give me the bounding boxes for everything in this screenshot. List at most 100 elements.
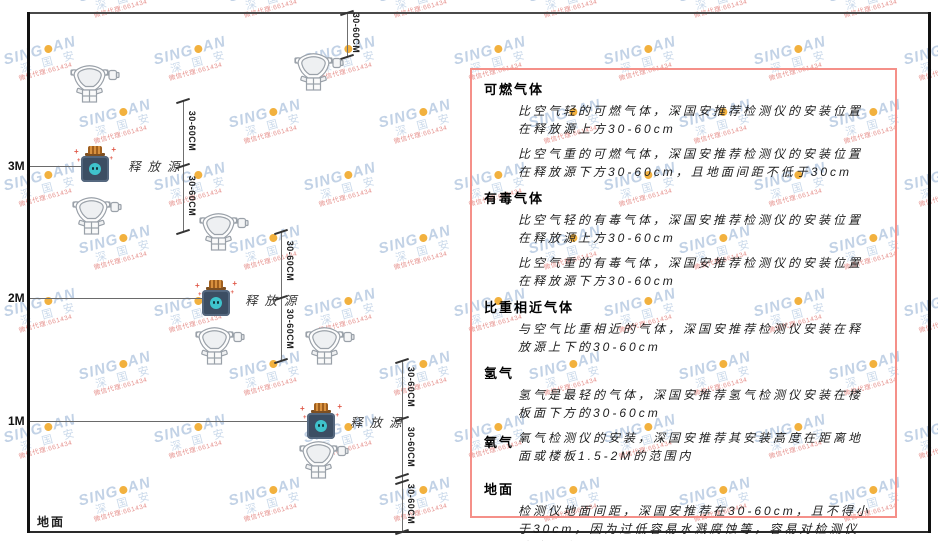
source-cap-brim <box>85 153 105 156</box>
section-paragraph: 比空气重的有毒气体，深国安推荐检测仪的安装位置在释放源下方30-60cm <box>518 256 864 288</box>
watermark-dot-icon <box>43 169 53 180</box>
watermark-dot-icon <box>418 484 428 495</box>
watermark-cn-text: 深 国 安 <box>244 111 305 139</box>
section-heading: 氧气 <box>484 435 515 450</box>
source-face <box>89 163 101 175</box>
dimension-line <box>347 13 348 57</box>
source-cap <box>209 280 223 288</box>
source-face-eye <box>96 167 98 170</box>
release-source-icon: + + + + <box>195 280 237 317</box>
watermark-cn-text: 深 国 安 <box>394 111 455 139</box>
watermark-sub-text: 微信代理:661434 <box>318 187 374 209</box>
watermark-cn-text: 深 国 安 <box>694 0 755 13</box>
spark-icon: + <box>111 145 116 154</box>
spark-icon: + <box>230 290 234 296</box>
watermark-sub-text: 微信代理:661434 <box>693 0 749 20</box>
spark-icon: + <box>232 279 237 288</box>
watermark-dot-icon <box>418 358 428 369</box>
watermark-cn-text: 深 国 安 <box>319 300 380 328</box>
watermark-cn-text: 深 国 安 <box>544 0 605 13</box>
watermark-cn-text: 深 国 安 <box>394 0 455 13</box>
level-line-1m <box>30 421 308 422</box>
spark-icon: + <box>74 147 79 156</box>
watermark-cn-text: 深 国 安 <box>0 363 5 391</box>
watermark-cn-text: 深 国 安 <box>244 363 305 391</box>
watermark-dot-icon <box>793 43 803 54</box>
release-source-label: 释放源 <box>245 294 304 308</box>
source-face <box>315 420 327 432</box>
watermark-dot-icon <box>268 106 278 117</box>
watermark-cn-text: 深 国 安 <box>169 48 230 76</box>
dimension-line <box>402 361 403 533</box>
source-face-eye <box>217 301 219 304</box>
section-paragraph: 比空气轻的可燃气体，深国安推荐检测仪的安装位置在释放源上方30-60cm <box>518 104 864 136</box>
release-source-label: 释放源 <box>128 160 187 174</box>
dimension-label: 30-60CM <box>406 483 416 525</box>
watermark-cn-text: 深 国 安 <box>0 237 5 265</box>
section-paragraph: 比空气轻的有毒气体，深国安推荐检测仪的安装位置在释放源上方30-60cm <box>518 213 864 245</box>
dimension-label: 30-60CM <box>285 308 295 350</box>
installation-notes-panel: 可燃气体 比空气轻的可燃气体，深国安推荐检测仪的安装位置在释放源上方30-60c… <box>470 68 897 541</box>
watermark-dot-icon <box>493 43 503 54</box>
spark-icon: + <box>77 158 81 164</box>
spark-icon: + <box>337 402 342 411</box>
section-toxic-gas: 有毒气体 比空气轻的有毒气体，深国安推荐检测仪的安装位置在释放源上方30-60c… <box>484 188 885 290</box>
ceiling-line <box>28 12 931 14</box>
watermark-dot-icon <box>343 169 353 180</box>
dimension-label: 30-60CM <box>187 175 197 217</box>
height-label-1m: 1M <box>8 414 25 428</box>
watermark-dot-icon <box>118 106 128 117</box>
watermark-sub-text: 微信代理:661434 <box>393 250 449 272</box>
watermark-cn-text: 深 国 安 <box>319 174 380 202</box>
spark-icon: + <box>300 404 305 413</box>
watermark-dot-icon <box>418 106 428 117</box>
section-similar-density-gas: 比重相近气体 与空气比重相近的气体，深国安推荐检测仪安装在释放源上下的30-60… <box>484 297 885 356</box>
watermark-cn-text: 深 国 安 <box>244 0 305 13</box>
watermark-sub-text: 微信代理:661434 <box>243 250 299 272</box>
watermark-dot-icon <box>118 484 128 495</box>
source-cap <box>88 146 102 154</box>
gas-detector-icon <box>297 440 349 482</box>
spark-icon: + <box>303 415 307 421</box>
source-cap-brim <box>206 287 226 290</box>
watermark-cn-text: 深 国 安 <box>244 489 305 517</box>
watermark-cn-text: 深 国 安 <box>244 237 305 265</box>
release-source-icon: + + + + <box>74 146 116 183</box>
watermark-sub-text: 微信代理:661434 <box>393 124 449 146</box>
source-face-eye <box>318 424 320 427</box>
watermark-sub-text: 微信代理:661434 <box>93 124 149 146</box>
watermark-cn-text: 深 国 安 <box>169 174 230 202</box>
watermark-cn-text: 深 国 安 <box>94 237 155 265</box>
gas-detector-icon <box>197 212 249 254</box>
watermark-cn-text: 深 国 安 <box>94 489 155 517</box>
section-combustible-gas: 可燃气体 比空气轻的可燃气体，深国安推荐检测仪的安装位置在释放源上方30-60c… <box>484 79 885 181</box>
source-face-eye <box>92 167 94 170</box>
gas-detector-icon <box>68 64 120 106</box>
source-cap-brim <box>311 410 331 413</box>
watermark-cn-text: 深 国 安 <box>394 237 455 265</box>
watermark-sub-text: 微信代理:661434 <box>243 0 299 20</box>
watermark-sub-text: 微信代理:661434 <box>393 502 449 524</box>
